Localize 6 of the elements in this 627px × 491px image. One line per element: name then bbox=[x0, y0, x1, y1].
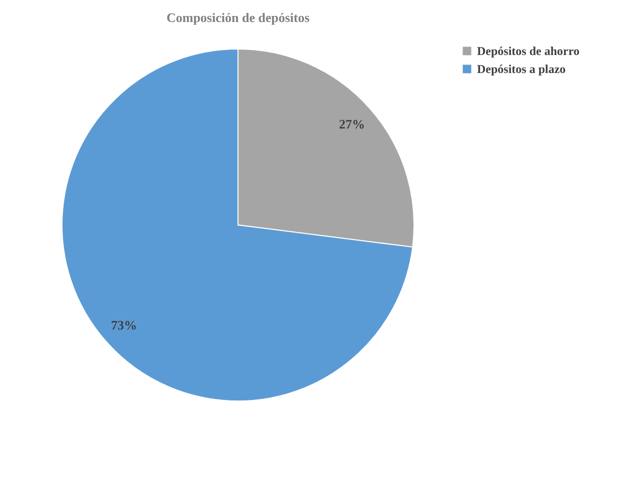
legend-label: Depósitos de ahorro bbox=[477, 44, 580, 58]
chart-title: Composición de depósitos bbox=[166, 10, 310, 25]
data-label: 27% bbox=[339, 116, 366, 132]
data-label: 73% bbox=[110, 318, 137, 333]
pie-slice bbox=[62, 48, 414, 402]
legend-label: Depósitos a plazo bbox=[477, 62, 566, 76]
